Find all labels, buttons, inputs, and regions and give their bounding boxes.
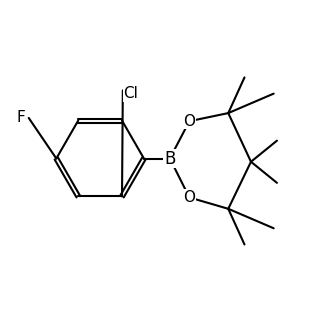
Text: O: O [183, 190, 195, 205]
Text: O: O [183, 114, 195, 129]
Text: F: F [16, 111, 25, 125]
Text: Cl: Cl [123, 86, 138, 101]
Text: B: B [164, 149, 176, 168]
